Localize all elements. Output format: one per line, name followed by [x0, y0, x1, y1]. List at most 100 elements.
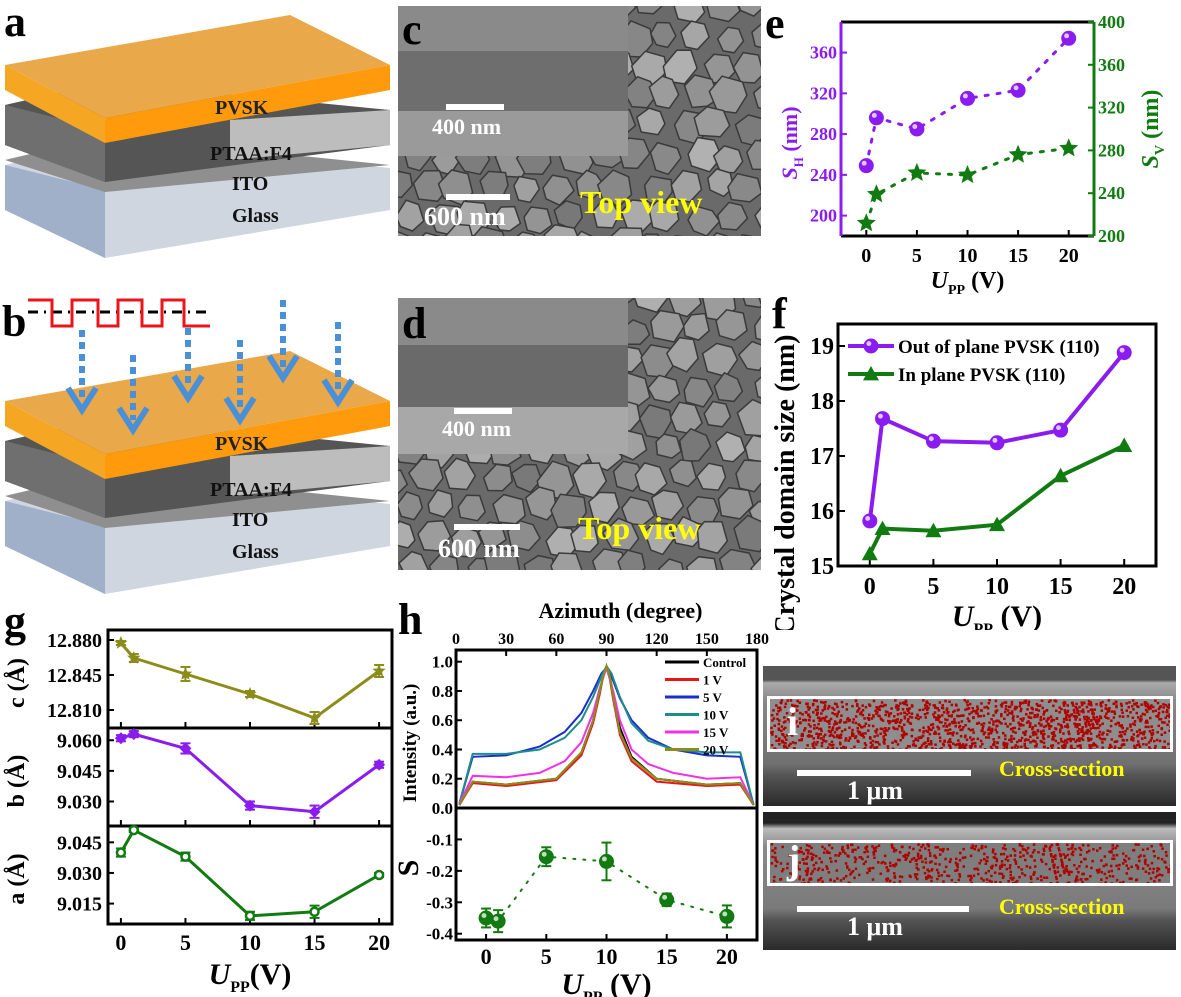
eds-dot [1162, 703, 1165, 706]
eds-dot [807, 723, 811, 726]
eds-dot [958, 873, 961, 876]
eds-dot [1113, 712, 1117, 715]
eds-dot [881, 719, 885, 722]
grain [482, 463, 513, 492]
eds-dot [959, 851, 962, 855]
eds-dot [1074, 706, 1077, 709]
eds-dot [899, 702, 902, 705]
eds-dot [907, 851, 911, 855]
grain [668, 298, 702, 318]
eds-dot [899, 739, 902, 742]
eds-dot [1097, 719, 1100, 723]
eds-dot [1083, 718, 1086, 721]
eds-dot [1143, 713, 1147, 716]
eds-dot [835, 721, 838, 725]
eds-dot [924, 857, 927, 861]
eds-dot [861, 704, 864, 707]
eds-dot [887, 747, 890, 749]
eds-dot [823, 706, 826, 709]
y-axis-label: b (Å) [4, 755, 30, 808]
eds-dot [796, 725, 800, 728]
eds-dot [1042, 847, 1046, 850]
eds-dot [1166, 710, 1169, 714]
eds-dot [1054, 854, 1057, 857]
eds-dot [993, 871, 997, 874]
eds-dot [994, 705, 998, 708]
eds-dot [1085, 715, 1089, 719]
eds-dot [817, 879, 820, 882]
eds-dot [966, 704, 969, 707]
data-point [308, 805, 321, 818]
eds-dot [778, 742, 781, 746]
eds-dot [1080, 710, 1083, 713]
eds-dot [1124, 854, 1128, 858]
eds-dot [1130, 865, 1133, 869]
eds-dot [854, 867, 858, 870]
eds-dot [1165, 866, 1168, 869]
eds-dot [1002, 875, 1005, 878]
eds-dot [824, 733, 827, 737]
eds-dot [1149, 716, 1152, 720]
eds-dot [1120, 704, 1123, 708]
eds-dot [785, 738, 788, 741]
eds-dot [1104, 704, 1108, 707]
grain [483, 545, 521, 570]
eds-dot [1081, 880, 1084, 883]
eds-dot [1151, 710, 1155, 713]
grain [524, 486, 558, 521]
eds-dot [1167, 706, 1170, 709]
data-point [659, 892, 675, 908]
grain [398, 491, 424, 521]
eds-dot [1101, 746, 1104, 749]
eds-dot [774, 856, 777, 859]
eds-dot [924, 741, 927, 744]
eds-dot [865, 845, 869, 848]
eds-dot [1006, 709, 1010, 712]
eds-dot [1160, 858, 1164, 861]
eds-dot [1075, 715, 1079, 719]
eds-dot [1117, 747, 1121, 749]
eds-dot [925, 729, 928, 733]
x-axis-label: UPP (V) [952, 600, 1042, 630]
eds-dot [985, 878, 989, 881]
eds-dot [833, 713, 837, 716]
grain [650, 489, 685, 521]
data-point-sv [907, 162, 927, 181]
eds-dot [974, 845, 977, 848]
eds-dot [1036, 877, 1039, 880]
eds-dot [1055, 877, 1058, 881]
eds-dot [1048, 847, 1051, 850]
eds-dot [863, 742, 867, 745]
eds-dot [1088, 723, 1091, 726]
eds-dot [861, 713, 865, 717]
eds-dot [1150, 733, 1154, 737]
eds-dot [789, 742, 792, 746]
eds-dot [1168, 720, 1170, 723]
grain [417, 519, 452, 552]
eds-dot [1051, 858, 1054, 862]
grain [444, 223, 474, 236]
eds-dot [1042, 729, 1045, 732]
grain [427, 489, 454, 518]
eds-dot [817, 735, 820, 738]
y-tick-label: 0.2 [432, 770, 453, 789]
eds-dot [801, 858, 805, 861]
eds-dot [915, 863, 918, 866]
y-axis-label-right: SV (nm) [1138, 90, 1168, 169]
eds-dot [1022, 724, 1025, 727]
eds-dot [786, 866, 789, 870]
eds-dot [1146, 864, 1150, 867]
eds-dot [906, 709, 910, 713]
eds-dot [831, 746, 835, 749]
eds-dot [930, 876, 933, 879]
eds-dot [954, 861, 958, 865]
eds-dot [1012, 876, 1015, 880]
eds-dot [1018, 705, 1022, 708]
eds-dot [1060, 740, 1063, 743]
eds-dot [1013, 858, 1016, 861]
eds-dot [930, 723, 933, 727]
eds-dot [1115, 704, 1118, 707]
eds-dot [1068, 718, 1071, 722]
eds-dot [1114, 740, 1118, 743]
eds-dot [867, 724, 871, 727]
